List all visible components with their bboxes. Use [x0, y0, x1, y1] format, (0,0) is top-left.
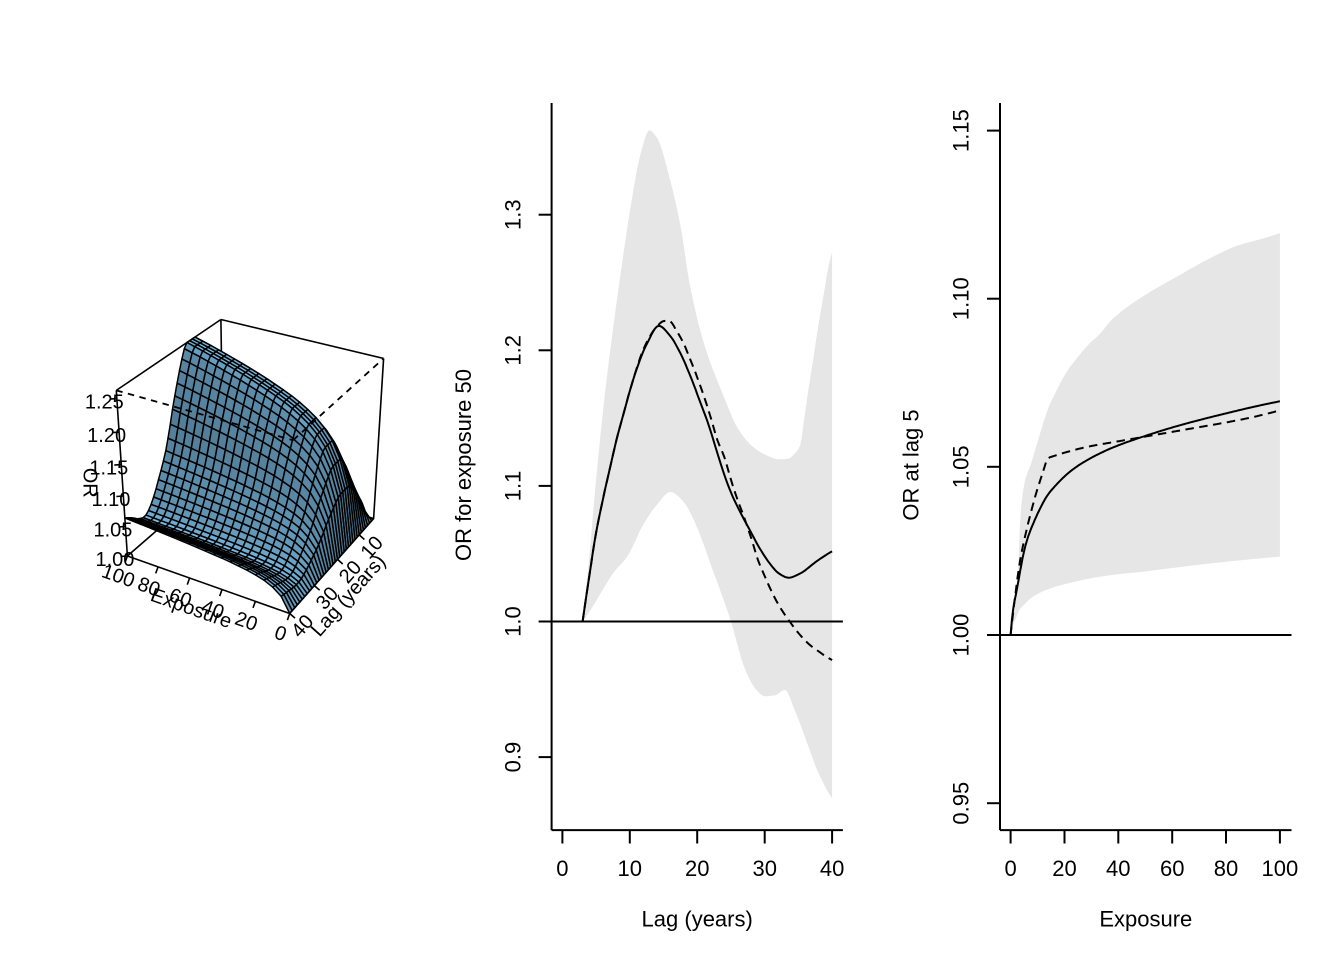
svg-text:1.20: 1.20 — [87, 425, 126, 447]
svg-text:Exposure: Exposure — [1099, 907, 1192, 932]
svg-text:OR at lag 5: OR at lag 5 — [898, 409, 923, 520]
svg-text:1.00: 1.00 — [949, 614, 974, 657]
svg-text:1.10: 1.10 — [91, 489, 130, 511]
svg-text:10: 10 — [618, 856, 642, 881]
svg-text:30: 30 — [752, 856, 776, 881]
svg-text:1.2: 1.2 — [500, 335, 525, 366]
svg-text:20: 20 — [1052, 856, 1076, 881]
svg-text:40: 40 — [1106, 856, 1130, 881]
svg-text:40: 40 — [820, 856, 844, 881]
svg-text:1.00: 1.00 — [95, 549, 134, 571]
svg-text:0: 0 — [556, 856, 568, 881]
svg-text:1.15: 1.15 — [89, 458, 128, 480]
svg-text:1.25: 1.25 — [85, 392, 124, 414]
svg-text:100: 100 — [1262, 856, 1299, 881]
svg-text:1.15: 1.15 — [949, 109, 974, 152]
svg-text:OR: OR — [79, 468, 101, 498]
svg-text:80: 80 — [1214, 856, 1238, 881]
svg-text:1.1: 1.1 — [500, 471, 525, 502]
svg-text:1.05: 1.05 — [949, 445, 974, 488]
svg-text:0: 0 — [1004, 856, 1016, 881]
svg-text:Lag (years): Lag (years) — [642, 907, 753, 932]
svg-text:1.05: 1.05 — [93, 520, 132, 542]
svg-text:0.9: 0.9 — [500, 742, 525, 773]
svg-text:1.10: 1.10 — [949, 277, 974, 320]
svg-text:20: 20 — [685, 856, 709, 881]
svg-text:OR for exposure 50: OR for exposure 50 — [451, 369, 476, 561]
svg-text:0.95: 0.95 — [949, 782, 974, 825]
svg-text:1.0: 1.0 — [500, 606, 525, 637]
svg-text:1.3: 1.3 — [500, 199, 525, 230]
svg-text:60: 60 — [1160, 856, 1184, 881]
